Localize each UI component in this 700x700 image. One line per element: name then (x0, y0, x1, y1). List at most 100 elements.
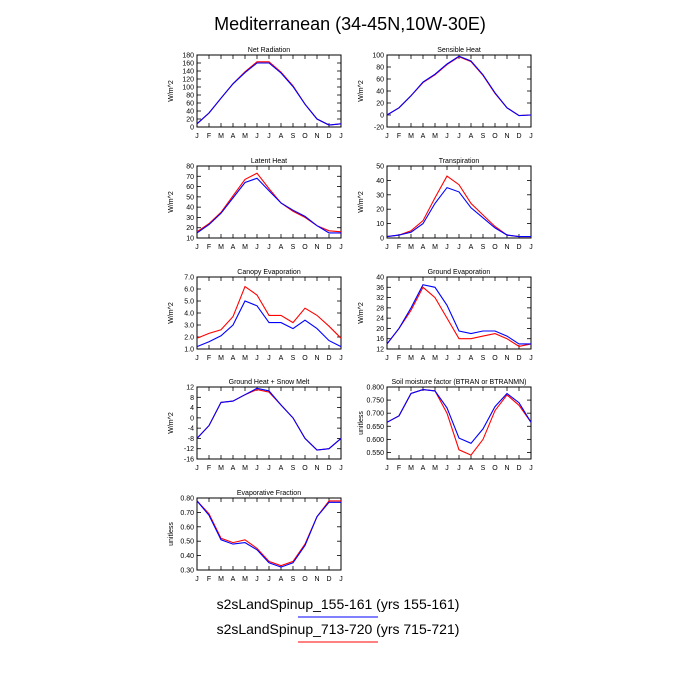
series-line-2 (386, 389, 532, 444)
x-tick-label: M (432, 465, 438, 472)
y-tick-label: 0.40 (180, 553, 194, 560)
y-tick-label: 0 (380, 113, 384, 120)
y-tick-label: 50 (376, 164, 384, 171)
x-tick-label: N (314, 355, 319, 362)
y-tick-label: 120 (182, 77, 194, 84)
x-tick-label: A (421, 133, 426, 140)
x-tick-label: J (267, 244, 271, 251)
x-tick-label: J (195, 576, 199, 583)
y-tick-label: -12 (184, 446, 194, 453)
legend-label-1: s2sLandSpinup_155-161 (yrs 155-161) (217, 596, 460, 612)
y-tick-label: 20 (186, 225, 194, 232)
panel-title: Ground Evaporation (428, 269, 491, 276)
y-tick-label: 5.0 (184, 299, 194, 306)
x-tick-label: M (242, 355, 248, 362)
x-tick-label: J (267, 355, 271, 362)
y-tick-label: -8 (188, 436, 194, 443)
x-tick-label: A (469, 355, 474, 362)
x-tick-label: D (516, 465, 521, 472)
y-tick-label: 12 (186, 385, 194, 392)
y-tick-label: 2.0 (184, 335, 194, 342)
x-tick-label: S (481, 465, 486, 472)
x-tick-label: S (291, 355, 296, 362)
x-tick-label: J (385, 244, 389, 251)
x-tick-label: A (231, 133, 236, 140)
x-tick-label: J (339, 355, 343, 362)
x-tick-label: J (457, 465, 461, 472)
x-tick-label: O (492, 133, 498, 140)
x-tick-label: N (504, 465, 509, 472)
legend: s2sLandSpinup_155-161 (yrs 155-161) s2sL… (217, 596, 460, 643)
y-tick-label: 0.80 (180, 496, 194, 503)
x-tick-label: M (218, 465, 224, 472)
panel-1: Net Radiation W/m^2 0204060801001201401601… (168, 47, 343, 140)
y-tick-label: 20 (376, 326, 384, 333)
panel-frame (196, 276, 342, 350)
y-axis-label: unitless (358, 411, 365, 435)
x-tick-label: A (421, 465, 426, 472)
y-tick-label: 6.0 (184, 287, 194, 294)
x-tick-label: S (481, 355, 486, 362)
y-tick-label: 0.60 (180, 524, 194, 531)
x-tick-label: J (445, 133, 449, 140)
x-tick-label: J (445, 244, 449, 251)
x-tick-label: J (445, 355, 449, 362)
x-tick-label: A (279, 133, 284, 140)
x-tick-label: N (504, 355, 509, 362)
x-tick-label: M (432, 133, 438, 140)
x-tick-label: N (314, 465, 319, 472)
y-axis-label: W/m^2 (358, 191, 365, 213)
y-tick-label: 8 (190, 395, 194, 402)
y-tick-label: 40 (376, 89, 384, 96)
y-tick-label: 20 (186, 117, 194, 124)
y-tick-label: 60 (186, 101, 194, 108)
series-line-2 (386, 284, 531, 345)
figure-title: Mediterranean (34-45N,10W-30E) (214, 14, 486, 34)
x-tick-label: J (457, 133, 461, 140)
series-line-2 (386, 186, 531, 238)
y-axis-label: W/m^2 (358, 80, 365, 102)
y-tick-label: 7.0 (184, 275, 194, 282)
x-tick-label: J (195, 133, 199, 140)
y-tick-label: 10 (376, 221, 384, 228)
y-tick-label: 40 (376, 275, 384, 282)
y-tick-label: 80 (376, 65, 384, 72)
x-tick-label: A (421, 244, 426, 251)
y-tick-label: 40 (186, 109, 194, 116)
y-tick-label: 160 (182, 61, 194, 68)
x-tick-label: M (218, 133, 224, 140)
x-tick-label: J (195, 465, 199, 472)
y-tick-label: 0.550 (366, 450, 384, 457)
x-tick-label: D (516, 244, 521, 251)
x-tick-label: N (314, 576, 319, 583)
x-tick-label: O (492, 465, 498, 472)
series-line-1 (386, 286, 532, 347)
y-tick-label: 140 (182, 69, 194, 76)
y-tick-label: 20 (376, 101, 384, 108)
x-tick-label: M (242, 133, 248, 140)
x-tick-label: O (492, 355, 498, 362)
x-tick-label: O (302, 465, 308, 472)
y-tick-label: 80 (186, 164, 194, 171)
y-tick-label: 70 (186, 174, 194, 181)
y-tick-label: 40 (186, 205, 194, 212)
x-tick-label: A (279, 576, 284, 583)
x-tick-label: J (267, 465, 271, 472)
x-tick-label: D (326, 133, 331, 140)
y-axis-label: unitless (168, 522, 175, 546)
x-tick-label: D (326, 355, 331, 362)
x-tick-label: M (408, 355, 414, 362)
x-tick-label: J (255, 133, 259, 140)
y-axis-label: W/m^2 (358, 302, 365, 324)
x-tick-label: M (432, 244, 438, 251)
x-tick-label: M (218, 244, 224, 251)
y-tick-label: 0.30 (180, 568, 194, 575)
series-line-2 (196, 62, 342, 126)
x-tick-label: M (242, 465, 248, 472)
series-line-2 (196, 387, 342, 451)
x-tick-label: S (291, 465, 296, 472)
panel-9: Evaporative Fraction unitless 0.30 0.40 0.50… (168, 490, 343, 583)
x-tick-label: J (457, 355, 461, 362)
x-tick-label: J (255, 576, 259, 583)
